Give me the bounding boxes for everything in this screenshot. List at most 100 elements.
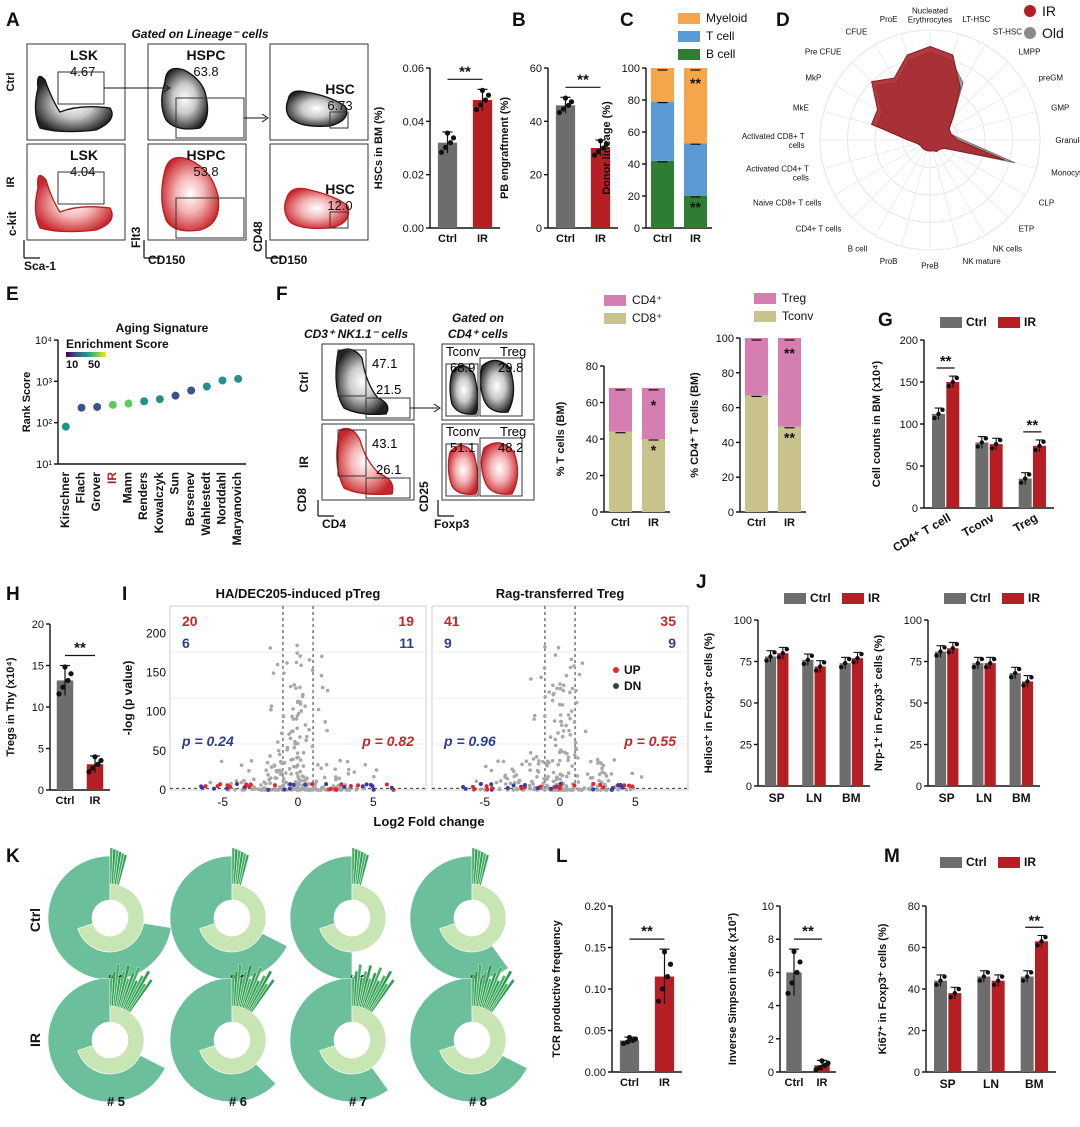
data-point (544, 762, 549, 767)
y-tick-label: 0 (592, 507, 598, 519)
sunburst-ring (77, 1005, 145, 1075)
data-point (325, 728, 329, 733)
radar-axis-label: GMP (1051, 104, 1069, 113)
data-point (98, 757, 104, 764)
data-point (603, 771, 607, 776)
sunburst-clone (239, 964, 253, 1008)
data-point (557, 702, 562, 707)
x-tick-label: Grover (89, 472, 103, 512)
data-point (553, 743, 558, 748)
data-point (1020, 978, 1026, 983)
data-point (298, 735, 302, 739)
axis-label: Flt3 (129, 226, 143, 248)
x-tick-label: Ctrl (785, 1077, 804, 1089)
bar-segment (641, 439, 666, 512)
data-point (975, 660, 981, 666)
highlight-point (203, 784, 208, 789)
y-tick-label: 0 (38, 785, 44, 797)
data-point (282, 760, 287, 765)
data-point (61, 422, 70, 431)
data-point (934, 982, 939, 987)
data-point (95, 761, 101, 767)
data-point (276, 748, 281, 753)
data-point (562, 95, 569, 101)
highlight-point (627, 783, 632, 788)
data-point (278, 759, 283, 764)
sunburst-clone (477, 852, 487, 885)
data-point (296, 755, 300, 760)
x-tick-label: Ctrl (611, 517, 630, 529)
data-point (536, 762, 541, 766)
data-point (256, 787, 261, 791)
x-tick-label: SP (769, 791, 785, 805)
y-tick-label: 100 (716, 333, 734, 345)
data-point (259, 783, 263, 787)
data-point (528, 787, 532, 791)
radar-axis-label: Naive CD8+ T cells (753, 199, 821, 208)
sunburst-clone (247, 970, 273, 1011)
sunburst-clone (231, 977, 235, 1007)
data-point (77, 403, 86, 412)
y-axis-label: Donor lineage (%) (601, 101, 613, 195)
bar-segment (650, 68, 675, 102)
sunburst-clone (114, 851, 122, 885)
panel-letter-c: C (620, 10, 634, 31)
gate-hsc-ctrl (329, 111, 349, 129)
sunburst-clone (367, 970, 393, 1011)
data-point (995, 978, 1001, 983)
data-point (558, 682, 562, 686)
data-point (999, 974, 1005, 979)
sunburst-clone (109, 847, 113, 885)
data-point (68, 671, 74, 677)
data-point (92, 754, 98, 760)
data-point (574, 747, 579, 752)
y-tick-label: 60 (908, 943, 920, 955)
sunburst-clone (112, 964, 121, 1007)
sunburst-clone (243, 966, 263, 1009)
data-point (291, 757, 295, 762)
data-point (932, 415, 937, 421)
highlight-point (266, 787, 271, 792)
x-tick-label: -5 (217, 795, 228, 809)
data-point (1043, 935, 1048, 940)
radar-axis-label: CFUE (846, 27, 868, 36)
data-point (768, 654, 773, 659)
data-point (559, 719, 564, 724)
bar (1021, 681, 1034, 786)
data-point (234, 374, 243, 383)
highlight-point (461, 784, 466, 789)
bar (972, 663, 984, 786)
data-point (938, 649, 943, 654)
bar (1032, 445, 1046, 508)
data-point (825, 1060, 831, 1066)
y-tick-label: 10⁴ (35, 335, 52, 347)
data-point (546, 774, 550, 779)
data-point (239, 780, 244, 785)
sunburst-clone (356, 977, 364, 1007)
y-tick-label: 10² (36, 418, 52, 430)
data-point (620, 1040, 627, 1047)
data-point (954, 375, 960, 381)
significance-mark: ** (641, 923, 653, 940)
x-tick-label: IR (784, 517, 795, 529)
data-point (985, 970, 991, 975)
significance-mark: * (651, 397, 657, 413)
gate-hsc-ir (329, 211, 349, 229)
data-point (975, 444, 981, 449)
data-point (979, 656, 985, 662)
data-point (574, 700, 579, 705)
y-tick-label: 40 (586, 434, 598, 446)
data-point (294, 686, 298, 691)
x-tick-label: Ctrl (747, 517, 766, 529)
legend-swatch (784, 593, 806, 604)
sunburst-clone (231, 847, 235, 885)
axis-label: CD150 (270, 253, 308, 267)
legend-label: IR (1024, 855, 1036, 869)
x-tick-label: CD4⁺ T cell (890, 510, 953, 554)
sunburst-clone (473, 970, 479, 1007)
data-point (560, 734, 565, 739)
data-point (346, 767, 351, 772)
bar-segment (683, 68, 708, 144)
x-tick-label: IR (817, 1077, 828, 1089)
data-point (989, 446, 995, 451)
